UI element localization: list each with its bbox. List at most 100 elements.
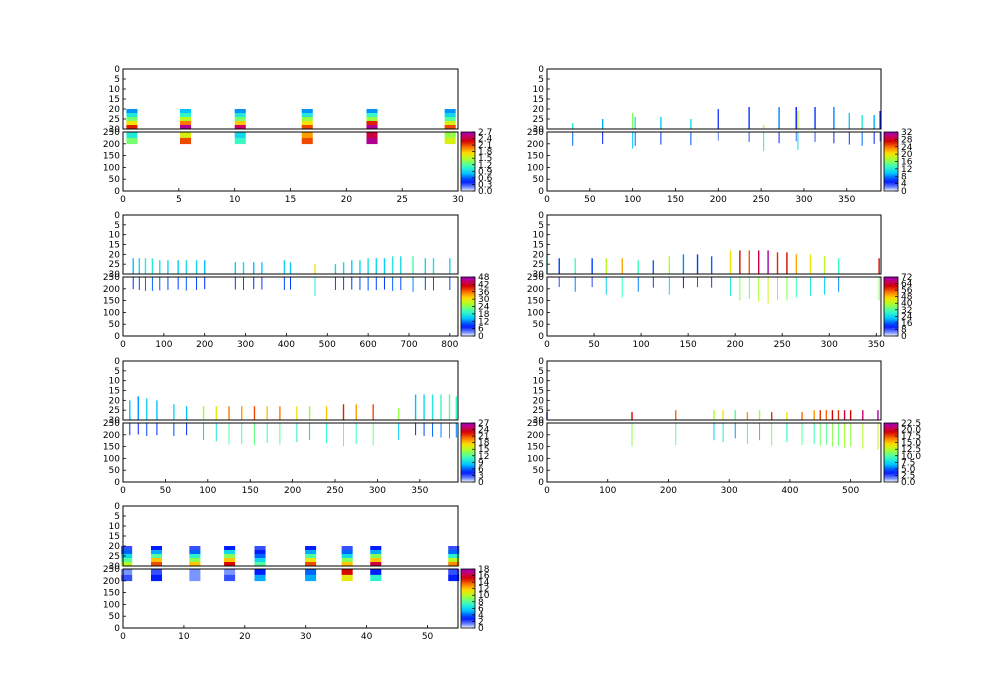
xtick-label: 500	[842, 486, 859, 496]
cell-top-3-1	[234, 109, 246, 114]
colorbar-tick-label: 24	[478, 303, 490, 313]
colorbar-tick-label: 21	[478, 432, 489, 442]
cell-bottom-7-1	[341, 569, 353, 576]
colorbar-tick-label: 5.0	[901, 465, 916, 475]
cell-bottom-5-2	[366, 137, 378, 145]
colorbar-tick-label: 18	[478, 439, 490, 449]
xtick-label: 150	[667, 195, 684, 205]
cell-bottom-3-2	[234, 137, 246, 145]
cell-bottom-8-2	[370, 574, 382, 582]
cell-top-4-1	[301, 109, 313, 114]
colorbar-tick-label: 20.0	[901, 426, 921, 436]
cell-top-1-1	[121, 546, 133, 551]
cell-top-9-4	[448, 558, 460, 563]
bottom-ytick-label: 0	[538, 332, 544, 342]
top-ytick-label: 5	[538, 367, 544, 377]
bottom-ytick-label: 50	[533, 320, 545, 330]
colorbar-tick-label: 24	[901, 312, 913, 322]
cell-top-8-4	[370, 558, 382, 563]
colorbar-tick-label: 12	[901, 165, 912, 175]
cell-top-4-4	[224, 558, 236, 563]
colorbar-tick-label: 7.5	[901, 458, 915, 468]
xtick-label: 200	[284, 486, 301, 496]
cell-top-5-2	[366, 113, 378, 118]
data-marks	[129, 394, 458, 447]
top-ytick-label: 10	[533, 85, 545, 95]
bottom-ytick-label: 50	[533, 466, 545, 476]
bottom-ytick-label: 150	[527, 297, 544, 307]
xtick-label: 200	[660, 486, 677, 496]
bottom-axes-frame	[546, 131, 882, 192]
bottom-plot-area	[123, 423, 458, 482]
xtick-label: 50	[588, 340, 600, 350]
bottom-ytick-label: 100	[527, 163, 544, 173]
colorbar-tick-label: 12	[478, 317, 489, 327]
top-ytick-label: 0	[114, 357, 120, 367]
bottom-ytick-label: 0	[114, 187, 120, 197]
colorbar-tick-label: 32	[901, 306, 912, 316]
cell-top-8-2	[370, 550, 382, 555]
colorbar-tick-label: 0.0	[478, 187, 493, 197]
bottom-ytick-label: 100	[103, 163, 120, 173]
cell-top-1-1	[126, 109, 138, 114]
xtick-label: 100	[632, 340, 649, 350]
cell-top-6-1	[444, 109, 456, 114]
top-ytick-label: 25	[533, 260, 544, 270]
colorbar-tick-label: 40	[901, 299, 913, 309]
top-ytick-label: 20	[533, 250, 545, 260]
cell-top-5-2	[254, 550, 266, 555]
cell-top-7-5	[341, 562, 353, 567]
colorbar-tick-label: 48	[901, 293, 913, 303]
bottom-plot-area	[123, 569, 458, 628]
top-ytick-label: 30	[109, 562, 121, 572]
colorbar-tick-label: 17.5	[901, 432, 921, 442]
top-ytick-label: 20	[533, 105, 545, 115]
colorbar-tick-label: 0	[901, 332, 907, 342]
cell-top-5-3	[366, 117, 378, 122]
colorbar-tick-label: 15.0	[901, 439, 921, 449]
xtick-label: 0	[120, 486, 126, 496]
cell-top-9-5	[448, 562, 460, 567]
cell-top-5-5	[366, 125, 378, 130]
xtick-label: 0	[544, 486, 550, 496]
colorbar-tick-label: 48	[478, 273, 490, 283]
xtick-label: 10	[229, 195, 241, 205]
xtick-label: 25	[396, 195, 407, 205]
xtick-label: 100	[624, 195, 641, 205]
colorbar-tick-label: 1.2	[478, 161, 492, 171]
xtick-label: 300	[721, 486, 738, 496]
cell-top-2-1	[180, 109, 192, 114]
cell-top-6-4	[444, 121, 456, 126]
cell-top-3-5	[234, 125, 246, 130]
xtick-label: 150	[242, 486, 259, 496]
colorbar-tick-label: 0	[478, 478, 484, 488]
cell-top-3-3	[234, 117, 246, 122]
xtick-label: 0	[120, 195, 126, 205]
cell-top-1-3	[121, 554, 133, 559]
xtick-label: 200	[710, 195, 727, 205]
top-ytick-label: 5	[114, 75, 120, 85]
cell-bottom-6-2	[305, 574, 317, 582]
colorbar-tick-label: 4	[478, 611, 484, 621]
cell-top-6-2	[444, 113, 456, 118]
cell-bottom-2-1	[180, 132, 192, 139]
xtick-label: 100	[155, 340, 172, 350]
cell-top-1-5	[121, 562, 133, 567]
colorbar-tick-label: 0.6	[478, 174, 493, 184]
bottom-ytick-label: 250	[527, 419, 544, 429]
bottom-ytick-label: 0	[538, 187, 544, 197]
xtick-label: 5	[176, 195, 182, 205]
colorbar	[883, 422, 899, 483]
xtick-label: 350	[868, 340, 885, 350]
bottom-ytick-label: 0	[114, 478, 120, 488]
cell-bottom-5-1	[254, 569, 266, 576]
bottom-ytick-label: 200	[103, 285, 120, 295]
colorbar-tick-label: 56	[901, 286, 913, 296]
colorbar-tick-label: 0.3	[478, 180, 492, 190]
top-plot-area	[123, 361, 458, 420]
cell-top-5-4	[366, 121, 378, 126]
top-ytick-label: 15	[533, 241, 544, 251]
